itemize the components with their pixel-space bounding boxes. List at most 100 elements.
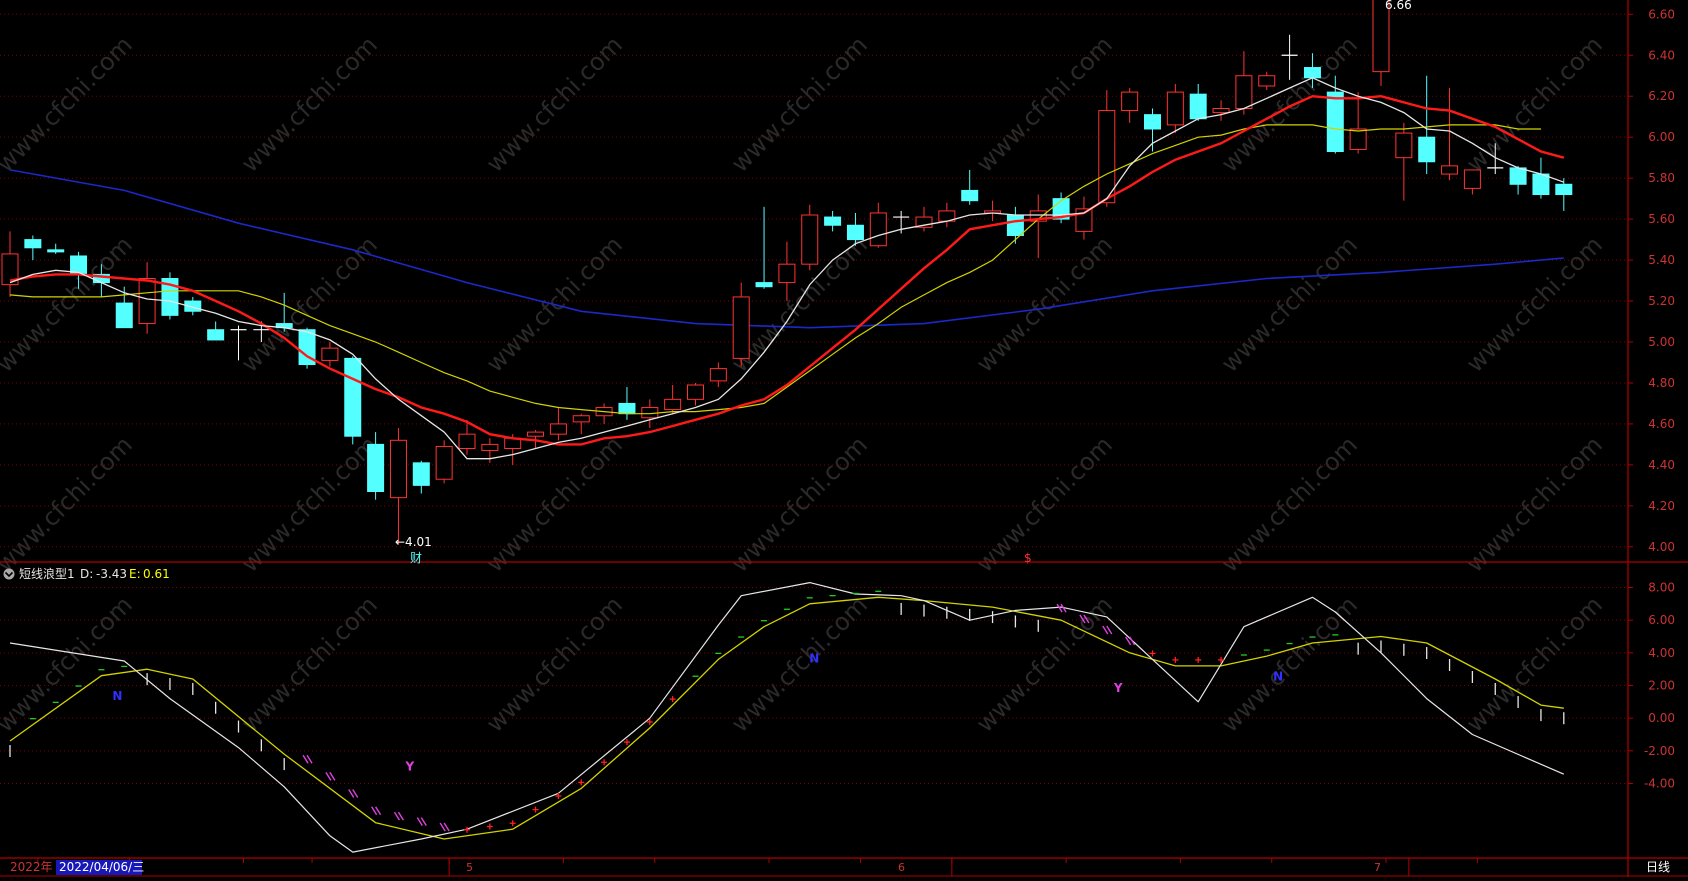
indicator-e-line xyxy=(9,596,1564,840)
candle[interactable] xyxy=(1121,88,1139,123)
candle[interactable] xyxy=(687,382,704,406)
candle[interactable] xyxy=(801,204,819,271)
month-label-5: 5 xyxy=(466,861,473,874)
candle[interactable] xyxy=(412,460,430,494)
indicator-layer: Y Y N N N xyxy=(9,581,1565,853)
candle[interactable] xyxy=(709,362,727,388)
candle[interactable] xyxy=(184,296,202,316)
candle[interactable] xyxy=(1281,34,1298,80)
candles-layer[interactable] xyxy=(1,0,1573,545)
candle-body xyxy=(846,224,864,241)
candle-body xyxy=(732,296,750,359)
candle[interactable] xyxy=(70,251,88,289)
candle[interactable] xyxy=(778,241,796,302)
ma-yellow-line xyxy=(9,124,1541,415)
candle-body xyxy=(298,329,316,366)
indicator-header: 短线浪型1 D: -3.43 E: 0.61 xyxy=(3,566,170,581)
candle[interactable] xyxy=(1258,71,1276,91)
candle[interactable] xyxy=(664,385,682,414)
price-tick-label: 4.40 xyxy=(1648,458,1675,472)
candle-body xyxy=(664,398,682,411)
candle[interactable] xyxy=(1441,88,1459,181)
candle-body xyxy=(1349,128,1367,150)
candle[interactable] xyxy=(367,432,385,500)
price-tick-label: 4.60 xyxy=(1648,417,1675,431)
candle[interactable] xyxy=(1532,157,1550,199)
year-label: 2022年 xyxy=(10,860,53,874)
candle[interactable] xyxy=(207,321,225,341)
candle[interactable] xyxy=(732,282,750,367)
candle[interactable] xyxy=(1075,196,1093,240)
candle-body xyxy=(549,423,567,435)
candle[interactable] xyxy=(1326,75,1344,154)
signal-mark xyxy=(329,772,336,781)
candle[interactable] xyxy=(1166,83,1184,134)
candle[interactable] xyxy=(824,210,842,232)
dividend-marker[interactable]: $ xyxy=(1024,551,1032,565)
candle-body xyxy=(1532,173,1550,196)
candle[interactable] xyxy=(1487,143,1504,175)
candle-body xyxy=(1303,67,1321,79)
candle[interactable] xyxy=(1189,83,1207,121)
candle[interactable] xyxy=(230,325,247,361)
candle[interactable] xyxy=(549,407,567,441)
candle[interactable] xyxy=(344,356,362,445)
candle-body xyxy=(618,402,636,415)
candle-body xyxy=(138,278,156,325)
signal-mark xyxy=(1125,636,1132,646)
indicator-d-value: -3.43 xyxy=(96,567,127,581)
signal-mark xyxy=(1060,603,1067,613)
candle[interactable] xyxy=(1144,108,1161,152)
candle[interactable] xyxy=(1372,0,1390,86)
signal-mark xyxy=(397,811,405,821)
candle-body xyxy=(207,329,225,341)
candle-body xyxy=(458,433,476,449)
indicator-tick-label: -2.00 xyxy=(1644,744,1675,758)
candle[interactable] xyxy=(1418,75,1436,175)
indicator-d-line xyxy=(9,581,1565,853)
price-tick-label: 5.20 xyxy=(1648,294,1675,308)
candle[interactable] xyxy=(1098,90,1116,207)
candle[interactable] xyxy=(298,327,316,369)
candle[interactable] xyxy=(321,341,339,367)
indicator-tick-label: 4.00 xyxy=(1648,646,1675,660)
candle[interactable] xyxy=(1555,178,1573,211)
signal-mark xyxy=(371,806,378,816)
candle-body xyxy=(755,282,773,288)
candle[interactable] xyxy=(47,243,65,254)
ma-blue-layer xyxy=(9,169,1564,329)
candle[interactable] xyxy=(961,169,979,205)
cursor-date-label[interactable]: 2022/04/06/三 xyxy=(59,860,144,874)
candle[interactable] xyxy=(161,272,179,320)
candle[interactable] xyxy=(1212,100,1230,121)
candle[interactable] xyxy=(435,440,453,484)
month-label-7: 7 xyxy=(1374,861,1381,874)
price-tick-label: 5.40 xyxy=(1648,253,1675,267)
candle[interactable] xyxy=(915,206,933,232)
candle[interactable] xyxy=(1349,92,1367,154)
candle[interactable] xyxy=(24,235,42,261)
signal-mark xyxy=(1129,636,1136,646)
candle[interactable] xyxy=(389,428,407,545)
candle[interactable] xyxy=(572,413,590,435)
candle[interactable] xyxy=(755,206,773,289)
candle-body xyxy=(824,216,842,226)
period-daily-button[interactable]: 日线 xyxy=(1646,860,1670,874)
indicator-name[interactable]: 短线浪型1 xyxy=(19,566,75,581)
indicator-menu-icon[interactable] xyxy=(3,568,15,580)
candle-body xyxy=(1006,214,1024,236)
candle[interactable] xyxy=(458,419,476,455)
price-tick-label: 5.80 xyxy=(1648,171,1675,185)
candle[interactable] xyxy=(138,262,156,334)
finance-marker[interactable]: 财 xyxy=(410,551,422,565)
indicator-e-value: 0.61 xyxy=(143,567,170,581)
candle[interactable] xyxy=(1463,169,1481,195)
candle-body xyxy=(481,443,499,452)
candle[interactable] xyxy=(846,212,864,246)
candle-body xyxy=(1509,167,1527,185)
candle[interactable] xyxy=(1029,194,1047,259)
candle[interactable] xyxy=(1395,122,1413,201)
cursor-date-box xyxy=(56,860,142,875)
candle[interactable] xyxy=(1,231,19,297)
